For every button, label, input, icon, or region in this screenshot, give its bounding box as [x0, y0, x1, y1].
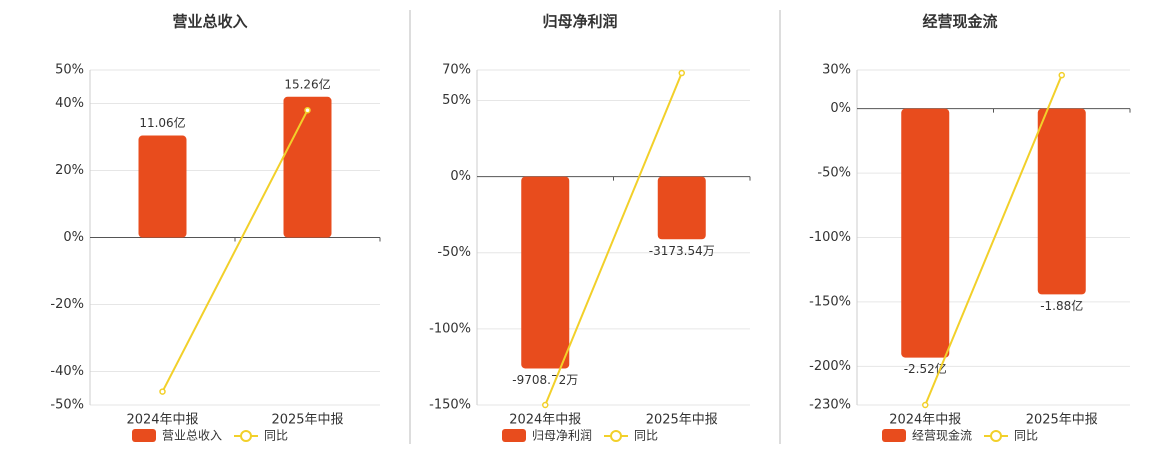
line-point — [922, 401, 929, 409]
bar-value-label: -3173.54万 — [649, 244, 715, 258]
x-tick-label: 2025年中报 — [646, 413, 718, 428]
legend-swatch — [502, 429, 526, 442]
legend-swatch — [610, 430, 622, 442]
line-point — [542, 401, 549, 409]
bar-value-label: 15.26亿 — [284, 76, 330, 91]
x-tick-label: 2025年中报 — [1026, 413, 1098, 428]
legend-swatch — [990, 430, 1002, 442]
line-point — [304, 106, 311, 114]
y-tick-label: 70% — [442, 63, 471, 78]
legend-label: 同比 — [634, 429, 658, 443]
y-tick-label: -100% — [809, 230, 851, 245]
y-tick-label: -150% — [429, 398, 471, 413]
bar-value-label: -1.88亿 — [1040, 298, 1083, 313]
legend-swatch — [882, 429, 906, 442]
chart-title: 营业总收入 — [172, 13, 247, 31]
y-tick-label: 0% — [63, 230, 84, 245]
y-tick-label: 20% — [55, 163, 84, 178]
y-tick-label: 0% — [830, 101, 851, 116]
y-tick-label: -150% — [809, 294, 851, 309]
chart-title: 经营现金流 — [922, 13, 997, 31]
line-point — [678, 69, 685, 77]
y-tick-label: -40% — [50, 364, 84, 379]
y-tick-label: -50% — [817, 166, 851, 181]
line — [924, 74, 1063, 406]
bar — [283, 96, 332, 238]
bar — [1037, 108, 1086, 295]
x-tick-label: 2025年中报 — [271, 413, 343, 428]
y-tick-label: 50% — [55, 63, 84, 78]
line — [161, 109, 309, 393]
legend-swatch — [132, 429, 156, 442]
y-tick-label: -50% — [437, 245, 471, 260]
y-tick-label: -230% — [809, 398, 851, 413]
line — [544, 72, 683, 406]
legend-label: 营业总收入 — [162, 429, 222, 443]
legend-label: 归母净利润 — [532, 429, 592, 443]
bar — [138, 135, 187, 238]
bar — [901, 108, 950, 358]
y-tick-label: 40% — [55, 96, 84, 111]
y-tick-label: -50% — [50, 398, 84, 413]
y-tick-label: 50% — [442, 93, 471, 108]
x-tick-label: 2024年中报 — [889, 413, 961, 428]
legend-label: 同比 — [264, 429, 288, 443]
y-tick-label: -200% — [809, 359, 851, 374]
line-point — [159, 388, 166, 395]
bar-value-label: 11.06亿 — [139, 115, 185, 130]
chart-title: 归母净利润 — [542, 13, 617, 31]
y-tick-label: 30% — [822, 63, 851, 78]
legend-label: 经营现金流 — [912, 428, 972, 443]
x-tick-label: 2024年中报 — [126, 413, 198, 428]
x-tick-label: 2024年中报 — [509, 413, 581, 428]
legend-swatch — [240, 430, 252, 442]
bar-value-label: -2.52亿 — [904, 361, 947, 376]
y-tick-label: -20% — [50, 297, 84, 312]
bar — [657, 176, 706, 240]
y-tick-label: -100% — [429, 321, 471, 336]
line-point — [1058, 71, 1065, 79]
bar-value-label: -9708.72万 — [512, 373, 578, 387]
y-tick-label: 0% — [450, 169, 471, 184]
bar — [521, 176, 570, 369]
legend-label: 同比 — [1014, 429, 1038, 443]
